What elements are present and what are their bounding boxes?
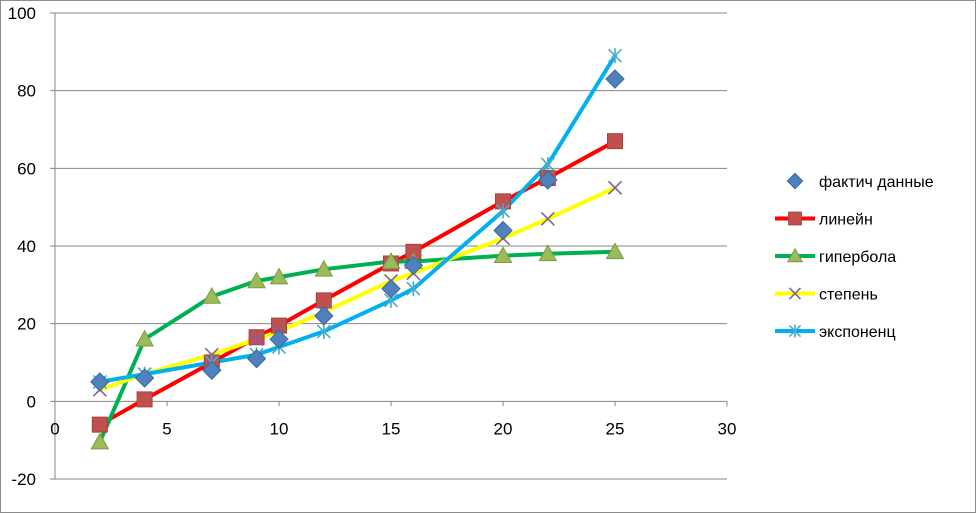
legend-label-4: степень <box>819 287 878 304</box>
series-2-point <box>91 416 108 433</box>
series-line-4 <box>97 185 617 392</box>
x-tick-label: 5 <box>162 419 171 438</box>
series-1-point <box>134 368 155 388</box>
series-3-point <box>538 244 558 262</box>
y-tick-label: 60 <box>17 159 36 178</box>
series-3-point <box>605 242 625 260</box>
series-4-point <box>249 332 264 347</box>
series-line-2 <box>97 139 617 427</box>
legend-label-2: линейн <box>819 212 873 229</box>
series-line-5 <box>97 53 617 384</box>
legend-label-3: гипербола <box>819 249 896 266</box>
legend-marker-4 <box>788 287 802 300</box>
series-5-point <box>495 203 511 219</box>
series-2-point <box>607 133 623 150</box>
series-markers <box>90 48 625 450</box>
series-1-point <box>605 69 625 89</box>
y-tick-label: 100 <box>8 4 36 23</box>
x-tick-label: 15 <box>382 419 401 438</box>
y-tick-label: 40 <box>17 237 36 256</box>
series-3-point <box>493 246 513 264</box>
series-1-point <box>403 255 424 276</box>
series-5-point <box>607 48 623 64</box>
series-2-point <box>248 329 265 346</box>
series-3-point <box>202 286 222 304</box>
series-lines <box>97 53 617 445</box>
series-5-point <box>540 156 555 172</box>
series-5-point <box>316 323 331 339</box>
series-1-point <box>493 220 513 241</box>
series-4-point <box>607 180 623 195</box>
legend-marker-1 <box>786 172 804 190</box>
series-3-point <box>247 271 266 289</box>
gridlines <box>55 12 727 480</box>
series-3-point <box>135 329 154 347</box>
series-1-point <box>314 306 334 326</box>
legend: фактич данные линейн гипербола степень экспо… <box>775 172 934 341</box>
series-1-point <box>246 348 267 369</box>
axes: -20 0 20 40 60 80 100 0 5 10 15 20 25 30 <box>8 4 737 489</box>
x-tick-label: 30 <box>718 419 737 438</box>
series-1-point <box>202 360 222 380</box>
y-tick-label: 20 <box>17 315 36 334</box>
y-tick-label: -20 <box>11 470 36 489</box>
x-tick-label: 25 <box>606 419 625 438</box>
series-3-point <box>314 259 334 277</box>
legend-label-1: фактич данные <box>819 174 934 191</box>
y-tick-label: 0 <box>27 392 36 411</box>
series-2-point <box>315 292 332 309</box>
series-5-point <box>406 281 421 297</box>
series-1-point <box>381 279 401 299</box>
legend-marker-5 <box>788 324 802 338</box>
series-4-point <box>540 211 555 226</box>
series-1-point <box>538 170 558 190</box>
series-3-point <box>381 252 401 269</box>
legend-marker-2 <box>788 211 802 226</box>
x-tick-label: 0 <box>50 419 59 438</box>
series-1-point <box>269 329 289 349</box>
legend-marker-3 <box>786 247 804 263</box>
series-3-point <box>90 432 110 450</box>
legend-label-5: экспоненц <box>819 324 896 341</box>
series-1-point <box>90 372 110 392</box>
series-2-point <box>136 391 153 408</box>
series-3-point <box>269 267 289 285</box>
y-tick-label: 80 <box>17 82 36 101</box>
x-tick-label: 20 <box>494 419 513 438</box>
x-tick-label: 10 <box>270 419 289 438</box>
